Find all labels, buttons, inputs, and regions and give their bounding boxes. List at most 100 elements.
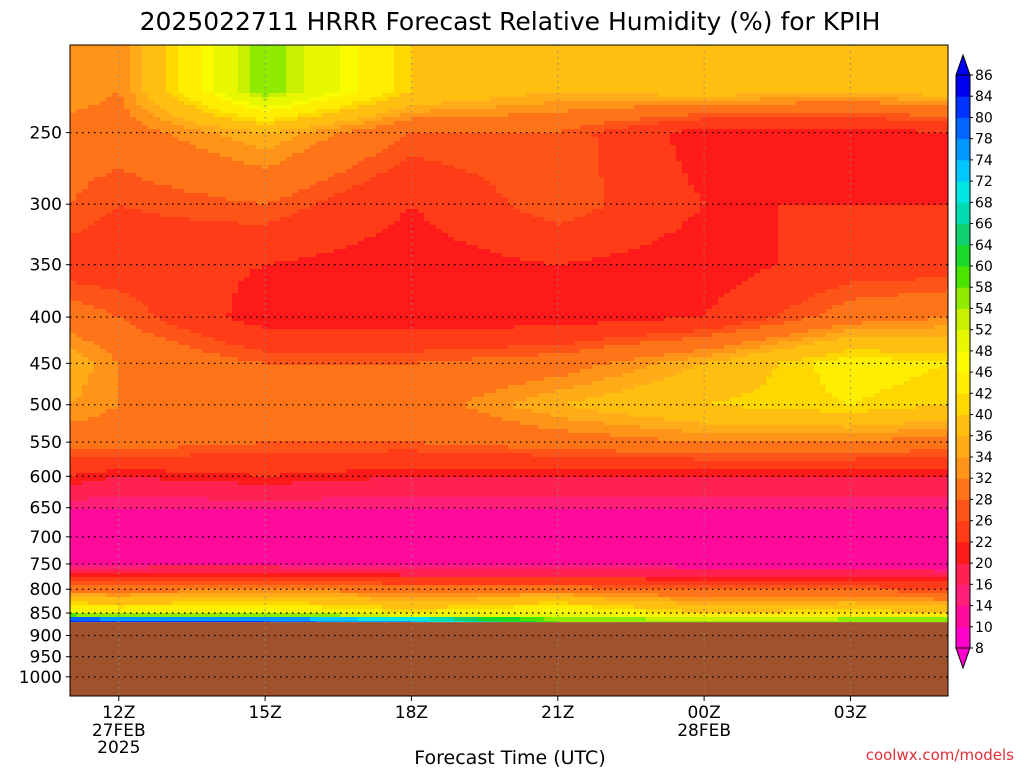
field-cell xyxy=(274,217,281,222)
field-cell xyxy=(148,581,155,586)
field-cell xyxy=(82,189,89,194)
field-cell xyxy=(94,57,101,62)
field-cell xyxy=(100,521,107,526)
field-cell xyxy=(160,169,167,174)
field-cell xyxy=(136,285,143,290)
field-cell xyxy=(148,485,155,490)
field-cell xyxy=(94,89,101,94)
field-cell xyxy=(154,305,161,310)
field-cell xyxy=(76,93,83,98)
field-cell xyxy=(196,205,203,210)
field-cell xyxy=(196,481,203,486)
field-cell xyxy=(220,333,227,338)
field-cell xyxy=(220,369,227,374)
field-cell xyxy=(232,365,239,370)
field-cell xyxy=(178,617,185,622)
field-cell xyxy=(214,617,221,622)
field-cell xyxy=(190,493,197,498)
field-cell xyxy=(70,305,77,310)
field-cell xyxy=(70,105,77,110)
field-cell xyxy=(226,193,233,198)
field-cell xyxy=(268,621,275,622)
field-cell xyxy=(94,409,101,414)
field-cell xyxy=(238,281,245,286)
field-cell xyxy=(88,577,95,582)
field-cell xyxy=(124,541,131,546)
field-cell xyxy=(172,381,179,386)
field-cell xyxy=(76,149,83,154)
field-cell xyxy=(208,105,215,110)
field-cell xyxy=(220,605,227,610)
field-cell xyxy=(106,369,113,374)
field-cell xyxy=(106,241,113,246)
field-cell xyxy=(148,185,155,190)
field-cell xyxy=(112,121,119,126)
field-cell xyxy=(130,281,137,286)
field-cell xyxy=(160,449,167,454)
field-cell xyxy=(106,45,113,50)
field-cell xyxy=(178,241,185,246)
field-cell xyxy=(268,269,275,274)
field-cell xyxy=(88,481,95,486)
field-cell xyxy=(220,97,227,102)
field-cell xyxy=(268,617,275,622)
field-cell xyxy=(130,193,137,198)
field-cell xyxy=(226,197,233,202)
field-cell xyxy=(208,501,215,506)
field-cell xyxy=(250,169,257,174)
field-cell xyxy=(130,509,137,514)
field-cell xyxy=(166,61,173,66)
field-cell xyxy=(232,465,239,470)
field-cell xyxy=(100,181,107,186)
field-cell xyxy=(232,389,239,394)
field-cell xyxy=(100,161,107,166)
field-cell xyxy=(232,57,239,62)
field-cell xyxy=(160,157,167,162)
field-cell xyxy=(190,205,197,210)
field-cell xyxy=(268,189,275,194)
field-cell xyxy=(196,93,203,98)
field-cell xyxy=(106,565,113,570)
field-cell xyxy=(196,217,203,222)
field-cell xyxy=(190,265,197,270)
field-cell xyxy=(76,305,83,310)
field-cell xyxy=(106,393,113,398)
field-cell xyxy=(244,93,251,98)
field-cell xyxy=(76,237,83,242)
field-cell xyxy=(94,289,101,294)
field-cell xyxy=(142,149,149,154)
field-cell xyxy=(106,113,113,118)
field-cell xyxy=(214,541,221,546)
field-cell xyxy=(166,137,173,142)
field-cell xyxy=(88,521,95,526)
field-cell xyxy=(100,321,107,326)
field-cell xyxy=(226,389,233,394)
field-cell xyxy=(130,225,137,230)
field-cell xyxy=(106,177,113,182)
field-cell xyxy=(172,289,179,294)
field-cell xyxy=(88,69,95,74)
field-cell xyxy=(178,325,185,330)
field-cell xyxy=(190,109,197,114)
field-cell xyxy=(142,521,149,526)
field-cell xyxy=(142,389,149,394)
field-cell xyxy=(172,581,179,586)
field-cell xyxy=(94,541,101,546)
field-cell xyxy=(124,549,131,554)
field-cell xyxy=(88,201,95,206)
field-cell xyxy=(76,373,83,378)
field-cell xyxy=(76,437,83,442)
field-cell xyxy=(208,65,215,70)
field-cell xyxy=(148,477,155,482)
field-cell xyxy=(130,597,137,602)
field-cell xyxy=(196,393,203,398)
field-cell xyxy=(106,513,113,518)
field-cell xyxy=(238,469,245,474)
field-cell xyxy=(256,81,263,86)
field-cell xyxy=(154,117,161,122)
field-cell xyxy=(100,185,107,190)
field-cell xyxy=(136,605,143,610)
field-cell xyxy=(268,433,275,438)
field-cell xyxy=(268,201,275,206)
field-cell xyxy=(154,605,161,610)
